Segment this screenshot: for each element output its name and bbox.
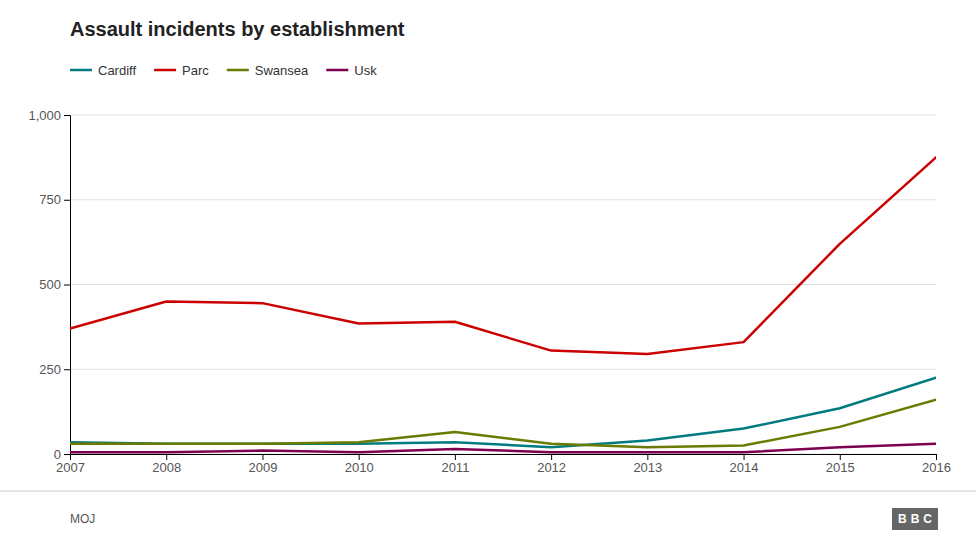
y-tick-mark: [64, 200, 70, 201]
grid-line: [70, 284, 936, 285]
y-tick-label: 250: [39, 362, 61, 377]
x-axis-line: [71, 455, 937, 461]
legend-item: Usk: [326, 63, 377, 78]
y-tick-label: 1,000: [28, 108, 61, 123]
x-tick-label: 2007: [56, 460, 85, 475]
legend-item: Parc: [154, 63, 209, 78]
y-tick-mark: [64, 115, 70, 116]
footer-rule: [0, 491, 976, 492]
x-tick-mark: [455, 454, 456, 460]
series-line: [70, 444, 936, 452]
x-tick-label: 2014: [730, 460, 759, 475]
grid-line: [70, 369, 936, 370]
legend-swatch: [326, 69, 348, 72]
y-axis-line: [64, 116, 71, 455]
y-axis: 0 250 500 750 1,000: [28, 108, 70, 462]
legend-label: Swansea: [255, 63, 309, 78]
y-tick: 0: [54, 447, 70, 462]
y-tick-label: 750: [39, 192, 61, 207]
grid-line: [70, 199, 936, 200]
legend-item: Cardiff: [70, 63, 136, 78]
legend-swatch: [70, 69, 92, 72]
series-line: [70, 157, 936, 354]
x-tick: 2009: [248, 454, 277, 475]
y-tick: 750: [39, 192, 70, 207]
footer-logo-box: [892, 508, 938, 530]
x-tick-label: 2013: [633, 460, 662, 475]
legend-label: Usk: [354, 63, 377, 78]
legend: Cardiff Parc Swansea Usk: [70, 63, 377, 78]
x-tick-mark: [166, 454, 167, 460]
lines: [70, 157, 936, 452]
chart: Assault incidents by establishment Cardif…: [0, 0, 976, 549]
y-tick-mark: [64, 369, 70, 370]
x-tick: 2016: [922, 454, 951, 475]
x-tick-label: 2009: [248, 460, 277, 475]
x-tick-label: 2012: [537, 460, 566, 475]
legend-label: Parc: [182, 63, 209, 78]
y-tick-mark: [64, 454, 70, 455]
title: Assault incidents by establishment: [70, 18, 405, 40]
x-tick-mark: [359, 454, 360, 460]
legend-label: Cardiff: [98, 63, 136, 78]
x-tick-label: 2016: [922, 460, 951, 475]
y-tick: 1,000: [28, 108, 70, 123]
x-tick-mark: [744, 454, 745, 460]
x-tick-label: 2015: [826, 460, 855, 475]
x-tick-label: 2008: [152, 460, 181, 475]
x-tick: 2013: [633, 454, 662, 475]
legend-item: Swansea: [227, 63, 309, 78]
x-tick-label: 2011: [441, 460, 469, 475]
series-line: [70, 400, 936, 447]
grid: [70, 115, 936, 454]
series-line: [70, 378, 936, 447]
x-axis: 2007 2008 2009 2010 2011 2012 2013 2014 2015 2016: [56, 454, 951, 475]
x-tick: 2011: [441, 454, 469, 475]
x-tick: 2015: [826, 454, 855, 475]
plot: 2007 2008 2009 2010 2011 2012 2013 2014 2015 2016…: [28, 108, 951, 476]
footer-source: MOJ: [70, 512, 95, 526]
x-tick-label: 2010: [345, 460, 374, 475]
grid-line: [70, 115, 936, 116]
y-tick: 250: [39, 362, 70, 377]
x-tick-mark: [936, 454, 937, 460]
y-tick: 500: [39, 277, 70, 292]
x-tick-mark: [840, 454, 841, 460]
y-tick-mark: [64, 285, 70, 286]
footer-logo: BBC: [892, 508, 938, 530]
x-tick: 2014: [730, 454, 759, 475]
x-tick: 2008: [152, 454, 181, 475]
y-tick-label: 500: [39, 277, 61, 292]
y-tick-label: 0: [54, 447, 61, 462]
x-tick: 2010: [345, 454, 374, 475]
footer-logo-text: BBC: [898, 512, 936, 526]
x-tick-mark: [262, 454, 263, 460]
x-tick-mark: [647, 454, 648, 460]
legend-swatch: [154, 69, 176, 72]
x-tick-mark: [551, 454, 552, 460]
legend-swatch: [227, 69, 249, 72]
x-tick: 2012: [537, 454, 566, 475]
